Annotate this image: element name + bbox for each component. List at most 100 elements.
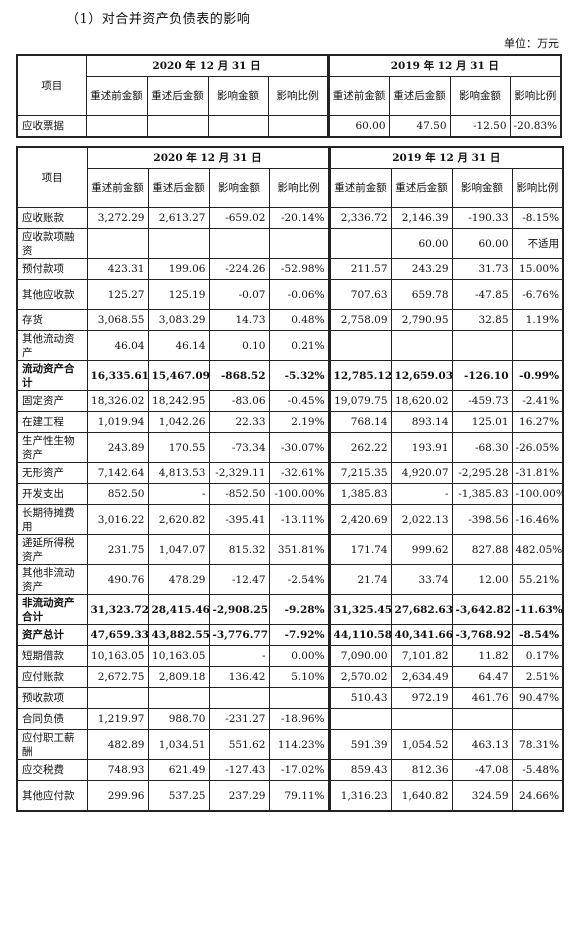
cell [147, 228, 210, 259]
cell: -17.02% [268, 759, 330, 781]
cell [208, 687, 270, 709]
table-row: 递延所得税资产 231.75 1,047.07 815.32 351.81% 171.74… [16, 534, 564, 565]
row-label: 开发支出 [16, 483, 88, 505]
cell: -8.54% [511, 624, 564, 646]
cell: 827.88 [451, 534, 513, 565]
cell: -11.63% [511, 594, 564, 625]
cell: -2,329.11 [208, 462, 270, 484]
cell: 2,758.09 [327, 309, 392, 331]
unit-label: 单位：万元 [504, 37, 559, 50]
cell: 0.48% [268, 309, 330, 331]
cell: -190.33 [451, 207, 513, 229]
table-row: 合同负债 1,219.97 988.70 -231.27 -18.96% [16, 708, 564, 730]
cell [86, 228, 149, 259]
row-label: 其他流动资产 [16, 330, 88, 361]
cell: 463.13 [451, 729, 513, 760]
col-header: 影响比例 [511, 168, 564, 208]
cell: 33.74 [390, 564, 453, 595]
cell: 972.19 [390, 687, 453, 709]
cell: 170.55 [147, 432, 210, 463]
row-label: 应付账款 [16, 666, 88, 688]
cell: 11.82 [451, 645, 513, 667]
row-label: 递延所得税资产 [16, 534, 88, 565]
cell: -0.07 [208, 279, 270, 310]
cell: 1,042.26 [147, 411, 210, 433]
row-label: 无形资产 [16, 462, 88, 484]
table-row: 应收款项融资 60.00 60.00 不适用 [16, 228, 564, 259]
cell: 22.33 [208, 411, 270, 433]
row-label: 其他应收款 [16, 279, 88, 310]
cell: -2,908.25 [208, 594, 270, 625]
cell: 199.06 [147, 258, 210, 280]
cell: 243.89 [86, 432, 149, 463]
cell: 7,142.64 [86, 462, 149, 484]
cell: 478.29 [147, 564, 210, 595]
cell: 2,420.69 [327, 504, 392, 535]
row-label: 在建工程 [16, 411, 88, 433]
cell: 988.70 [147, 708, 210, 730]
cell: 1,047.07 [147, 534, 210, 565]
cell: 461.76 [451, 687, 513, 709]
cell: -20.14% [268, 207, 330, 229]
cell [208, 228, 270, 259]
cell: 14.73 [208, 309, 270, 331]
cell: 490.76 [86, 564, 149, 595]
cell: 423.31 [86, 258, 149, 280]
cell: 7,101.82 [390, 645, 453, 667]
cell: 12,785.12 [327, 360, 392, 391]
cell: -224.26 [208, 258, 270, 280]
cell: -30.07% [268, 432, 330, 463]
cell: -12.47 [208, 564, 270, 595]
cell [268, 687, 330, 709]
row-label: 应收账款 [16, 207, 88, 229]
cell: 114.23% [268, 729, 330, 760]
cell: -126.10 [451, 360, 513, 391]
table-row: 其他非流动资产 490.76 478.29 -12.47 -2.54% 21.74 33.7… [16, 564, 564, 595]
table-row: 应付账款 2,672.75 2,809.18 136.42 5.10% 2,570.02 2… [16, 666, 564, 688]
cell: 55.21% [511, 564, 564, 595]
cell [451, 708, 513, 730]
cell: 19,079.75 [327, 390, 392, 412]
cell: 31,323.72 [86, 594, 149, 625]
cell [451, 330, 513, 361]
cell: -0.06% [268, 279, 330, 310]
table-row: 在建工程 1,019.94 1,042.26 22.33 2.19% 768.14 893.… [16, 411, 564, 433]
table-row: 长期待摊费用 3,016.22 2,620.82 -395.41 -13.11% 2,42… [16, 504, 564, 535]
cell: 18,326.02 [86, 390, 149, 412]
col-header: 重述后金额 [388, 76, 451, 116]
cell: 0.00% [268, 645, 330, 667]
cell: 16.27% [511, 411, 564, 433]
cell: 171.74 [327, 534, 392, 565]
cell: - [390, 483, 453, 505]
cell: 193.91 [390, 432, 453, 463]
cell: 231.75 [86, 534, 149, 565]
cell: -0.45% [268, 390, 330, 412]
cell: 243.29 [390, 258, 453, 280]
cell: 64.47 [451, 666, 513, 688]
table-row: 应交税费 748.93 621.49 -127.43 -17.02% 859.43 812.… [16, 759, 564, 781]
cell: -852.50 [208, 483, 270, 505]
cell: 2,620.82 [147, 504, 210, 535]
cell: -659.02 [208, 207, 270, 229]
cell: -459.73 [451, 390, 513, 412]
cell: 7,090.00 [327, 645, 392, 667]
cell: 3,083.29 [147, 309, 210, 331]
cell: 768.14 [327, 411, 392, 433]
cell: 32.85 [451, 309, 513, 331]
cell: 15,467.09 [147, 360, 210, 391]
year-2019-header: 2019 年 12 月 31 日 [326, 54, 562, 77]
cell: 1,640.82 [390, 780, 453, 812]
col-header: 影响金额 [207, 76, 269, 116]
cell: 78.31% [511, 729, 564, 760]
table-row: 非流动资产合计 31,323.72 28,415.46 -2,908.25 -9.28%… [16, 594, 564, 625]
row-label: 预收款项 [16, 687, 88, 709]
cell [267, 115, 329, 138]
col-header: 重述前金额 [327, 168, 392, 208]
table-row: 应收账款 3,272.29 2,613.27 -659.02 -20.14% 2,336.… [16, 207, 564, 229]
cell: 16,335.61 [86, 360, 149, 391]
item-header: 项目 [16, 54, 87, 116]
cell: 7,215.35 [327, 462, 392, 484]
cell: -6.76% [511, 279, 564, 310]
cell: -73.34 [208, 432, 270, 463]
cell: -100.00% [511, 483, 564, 505]
